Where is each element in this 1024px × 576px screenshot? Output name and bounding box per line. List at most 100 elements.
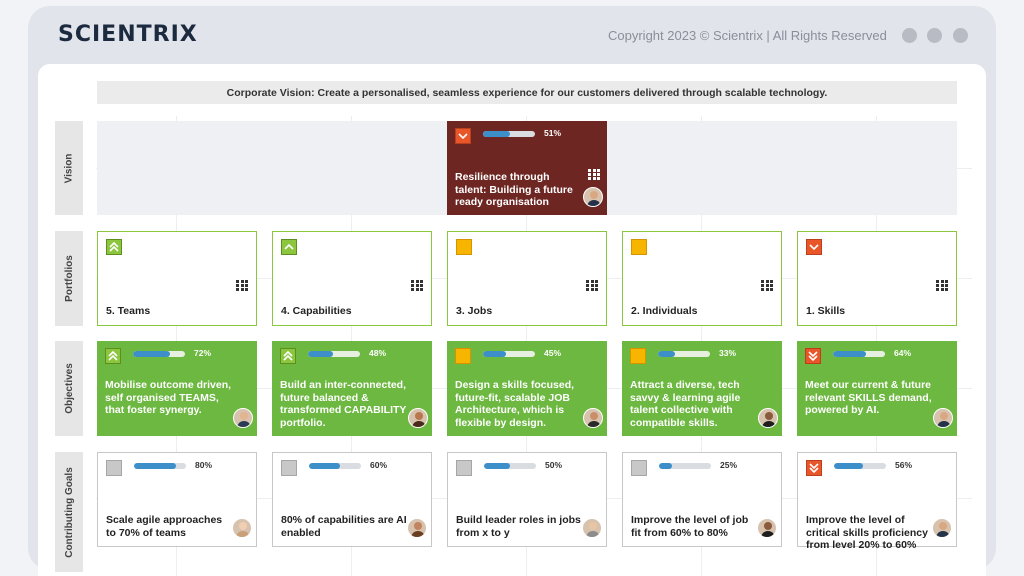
status-grey-icon [456, 460, 472, 476]
progress-fill [834, 463, 864, 469]
goal-title: Build leader roles in jobs from x to y [456, 514, 581, 539]
progress-percent: 50% [545, 460, 563, 470]
grid-menu-icon[interactable] [588, 169, 600, 180]
progress-fill [308, 351, 333, 357]
goal-title: Improve the level of job fit from 60% to… [631, 514, 749, 539]
status-amber-icon [631, 239, 647, 255]
goal-card[interactable]: 60% 80% of capabilities are AI enabled [272, 452, 432, 547]
grid-menu-icon[interactable] [936, 280, 948, 291]
window-control-dot[interactable] [927, 28, 942, 43]
goal-title: 80% of capabilities are AI enabled [281, 514, 407, 539]
progress-percent: 72% [194, 348, 212, 358]
status-up-icon [281, 239, 297, 255]
portfolio-title: 2. Individuals [631, 304, 698, 317]
avatar-woman-dark [757, 518, 777, 538]
portfolio-card[interactable]: 4. Capabilities [272, 231, 432, 326]
progress-fill [658, 351, 676, 357]
objective-title: Design a skills focused, future-fit, sca… [455, 379, 575, 429]
progress-bar [484, 463, 536, 469]
avatar-man-suit [933, 408, 953, 428]
avatar-man [233, 408, 253, 428]
avatar-man-grey [582, 518, 602, 538]
goal-card[interactable]: 50% Build leader roles in jobs from x to … [447, 452, 607, 547]
progress-bar [309, 463, 361, 469]
grid-menu-icon[interactable] [236, 280, 248, 291]
progress-percent: 51% [544, 128, 562, 138]
portfolio-title: 3. Jobs [456, 304, 493, 317]
grid-menu-icon[interactable] [586, 280, 598, 291]
progress-bar [658, 351, 710, 357]
progress-bar [659, 463, 711, 469]
goal-card[interactable]: 80% Scale agile approaches to 70% of team… [97, 452, 257, 547]
row-label-vision: Vision [55, 121, 83, 215]
avatar-man-bald [583, 408, 603, 428]
progress-fill [833, 351, 867, 357]
status-double-down-icon [806, 460, 822, 476]
copyright-text: Copyright 2023 © Scientrix | All Rights … [608, 28, 887, 43]
goal-card[interactable]: 56% Improve the level of critical skills … [797, 452, 957, 551]
window-control-dot[interactable] [953, 28, 968, 43]
progress-fill [483, 131, 510, 137]
vision-card[interactable]: 51% Resilience through talent: Building a… [447, 121, 607, 215]
portfolio-card[interactable]: 3. Jobs [447, 231, 607, 326]
portfolio-card[interactable]: 1. Skills [797, 231, 957, 326]
status-amber-icon [456, 239, 472, 255]
objective-card[interactable]: 72% Mobilise outcome driven, self organis… [97, 341, 257, 436]
progress-bar [134, 463, 186, 469]
status-grey-icon [631, 460, 647, 476]
status-amber-icon [630, 348, 646, 364]
status-grey-icon [281, 460, 297, 476]
scientrix-logo: SCIENTRIX [58, 22, 198, 47]
portfolio-title: 5. Teams [106, 304, 151, 317]
progress-percent: 25% [720, 460, 738, 470]
status-double-up-icon [105, 348, 121, 364]
progress-bar [308, 351, 360, 357]
objective-title: Attract a diverse, tech savvy & learning… [630, 379, 741, 429]
progress-bar [833, 351, 885, 357]
objective-card[interactable]: 64% Meet our current & future relevant SK… [797, 341, 957, 436]
progress-percent: 56% [895, 460, 913, 470]
progress-fill [133, 351, 171, 357]
progress-bar [133, 351, 185, 357]
status-double-up-icon [106, 239, 122, 255]
progress-percent: 60% [370, 460, 388, 470]
progress-fill [659, 463, 672, 469]
grid-menu-icon[interactable] [761, 280, 773, 291]
objective-card[interactable]: 48% Build an inter-connected, future bala… [272, 341, 432, 436]
progress-percent: 48% [369, 348, 387, 358]
objective-card[interactable]: 45% Design a skills focused, future-fit, … [447, 341, 607, 436]
progress-fill [309, 463, 341, 469]
progress-percent: 45% [544, 348, 562, 358]
portfolio-title: 4. Capabilities [281, 304, 352, 317]
objective-card[interactable]: 33% Attract a diverse, tech savvy & learn… [622, 341, 782, 436]
status-double-down-icon [805, 348, 821, 364]
avatar-woman [408, 408, 428, 428]
corporate-vision-banner: Corporate Vision: Create a personalised,… [97, 81, 957, 104]
status-amber-icon [455, 348, 471, 364]
row-label-objectives: Objectives [55, 341, 83, 436]
grid-menu-icon[interactable] [411, 280, 423, 291]
avatar-man-suit [932, 518, 952, 538]
row-label-contributing-goals: Contributing Goals [55, 452, 83, 572]
objective-title: Mobilise outcome driven, self organised … [105, 379, 232, 416]
status-grey-icon [106, 460, 122, 476]
objective-title: Meet our current & future relevant SKILL… [805, 379, 932, 416]
status-down-icon [455, 128, 471, 144]
objective-title: Build an inter-connected, future balance… [280, 379, 407, 429]
goal-card[interactable]: 25% Improve the level of job fit from 60%… [622, 452, 782, 547]
avatar-woman-dark [758, 408, 778, 428]
portfolio-card[interactable]: 5. Teams [97, 231, 257, 326]
vision-title: Resilience through talent: Building a fu… [455, 171, 573, 208]
status-double-up-icon [280, 348, 296, 364]
avatar-man-suit [583, 187, 603, 207]
window-control-dot[interactable] [902, 28, 917, 43]
status-down-icon [806, 239, 822, 255]
progress-percent: 64% [894, 348, 912, 358]
progress-fill [483, 351, 507, 357]
progress-fill [484, 463, 510, 469]
portfolio-card[interactable]: 2. Individuals [622, 231, 782, 326]
avatar-woman-curly [407, 518, 427, 538]
portfolio-title: 1. Skills [806, 304, 846, 317]
progress-bar [483, 131, 535, 137]
avatar-woman-light [232, 518, 252, 538]
